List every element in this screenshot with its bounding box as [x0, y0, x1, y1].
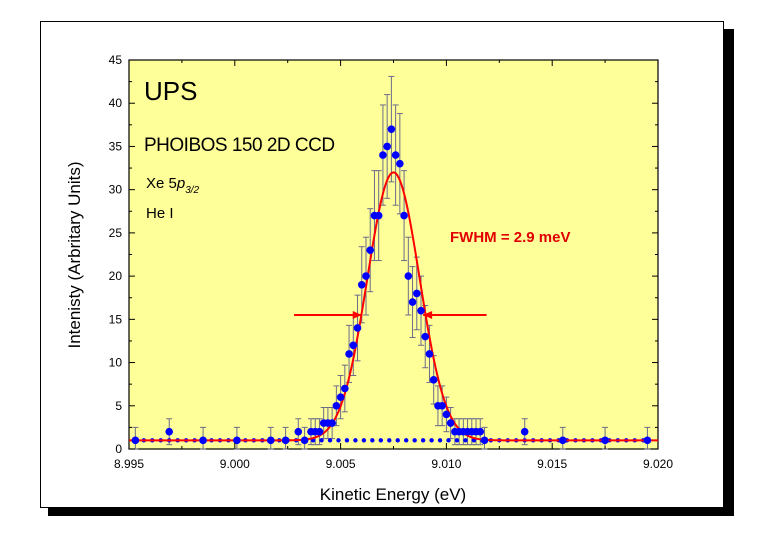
x-tick-label: 9.010 — [431, 457, 461, 471]
data-point — [425, 350, 434, 358]
y-axis-title: Intenisty (Arbritary Units) — [65, 161, 84, 348]
data-point — [300, 436, 309, 445]
fwhm-arrowhead-right — [423, 311, 433, 320]
baseline-point — [437, 438, 443, 443]
y-tick-label: 10 — [109, 356, 123, 370]
data-point — [131, 436, 140, 445]
x-tick-label: 9.015 — [537, 457, 567, 471]
data-point — [442, 410, 451, 419]
data-point — [379, 151, 387, 159]
baseline-point — [361, 438, 367, 443]
baseline-point — [344, 438, 350, 443]
annotation-fwhm: FWHM = 2.9 meV — [450, 229, 570, 246]
baseline-point — [327, 438, 333, 443]
data-point — [281, 436, 290, 445]
y-tick-label: 30 — [109, 183, 123, 197]
data-point — [391, 151, 400, 159]
baseline-point — [378, 438, 384, 443]
annotation-line-orbital: p — [176, 175, 185, 192]
data-point — [357, 280, 366, 289]
data-point — [374, 211, 383, 220]
chart-marks — [129, 75, 658, 450]
baseline-point — [454, 438, 460, 443]
baseline-point — [370, 438, 375, 443]
baseline-point — [403, 438, 409, 443]
annotation-instrument: PHOIBOS 150 2D CCD — [144, 135, 335, 156]
data-point — [643, 436, 652, 445]
baseline-point — [420, 438, 426, 443]
data-point — [476, 427, 485, 436]
data-point — [199, 436, 207, 445]
y-tick-label: 45 — [109, 53, 123, 67]
y-tick-label: 20 — [109, 269, 123, 283]
data-point — [315, 427, 324, 436]
data-point — [446, 419, 455, 427]
baseline-point — [429, 438, 434, 443]
y-tick-label: 5 — [115, 399, 122, 413]
data-point — [165, 427, 174, 436]
x-tick-label: 8.995 — [114, 457, 144, 471]
baseline-point — [412, 438, 417, 443]
data-point — [341, 384, 349, 393]
data-point — [438, 401, 446, 410]
data-point — [417, 306, 425, 315]
plot-area — [128, 59, 659, 450]
annotation-line-element: Xe 5 — [146, 175, 177, 192]
data-point — [404, 272, 413, 280]
baseline-point — [395, 438, 400, 443]
data-point — [520, 427, 529, 436]
data-point — [400, 211, 408, 220]
data-point — [387, 125, 396, 133]
data-point — [601, 436, 609, 445]
fit-curve — [129, 171, 658, 442]
data-point — [396, 159, 404, 168]
baseline-point — [319, 438, 324, 443]
x-tick-label: 9.005 — [326, 457, 356, 471]
data-point — [345, 350, 353, 358]
data-point — [366, 246, 375, 254]
data-point — [383, 142, 391, 151]
data-point — [408, 298, 417, 306]
data-point — [558, 436, 567, 445]
x-tick-label: 9.020 — [643, 457, 673, 471]
data-point — [328, 419, 336, 427]
y-tick-label: 25 — [109, 226, 123, 240]
data-point — [294, 427, 303, 436]
data-point — [353, 324, 362, 332]
data-point — [266, 436, 275, 445]
data-point — [429, 376, 438, 384]
y-tick-label: 0 — [115, 442, 122, 456]
y-tick-label: 40 — [109, 96, 123, 110]
data-point — [336, 393, 345, 401]
baseline-point — [446, 438, 451, 443]
data-point — [412, 289, 421, 298]
y-tick-label: 35 — [109, 139, 123, 153]
baseline-point — [353, 438, 358, 443]
baseline-point — [463, 438, 468, 443]
data-point — [480, 436, 489, 445]
data-point — [233, 436, 241, 445]
annotation-line: Xe 5p3/2 — [146, 175, 200, 196]
baseline-point — [387, 438, 392, 443]
fwhm-arrowhead-left — [352, 311, 362, 320]
annotation-ups: UPS — [144, 76, 197, 106]
data-point — [332, 401, 341, 410]
data-point — [349, 341, 358, 350]
data-point — [421, 332, 430, 341]
baseline-point — [336, 438, 341, 443]
annotation-source: He I — [146, 205, 174, 222]
y-tick-label: 15 — [109, 312, 123, 326]
x-axis-title: Kinetic Energy (eV) — [320, 485, 466, 504]
annotation-line-subscript: 3/2 — [185, 185, 199, 196]
data-point — [362, 272, 370, 280]
axes: 8.995 9.000 9.005 9.010 9.015 9.020 0 5 10 15 20 25… — [109, 53, 674, 471]
x-tick-label: 9.000 — [220, 457, 250, 471]
